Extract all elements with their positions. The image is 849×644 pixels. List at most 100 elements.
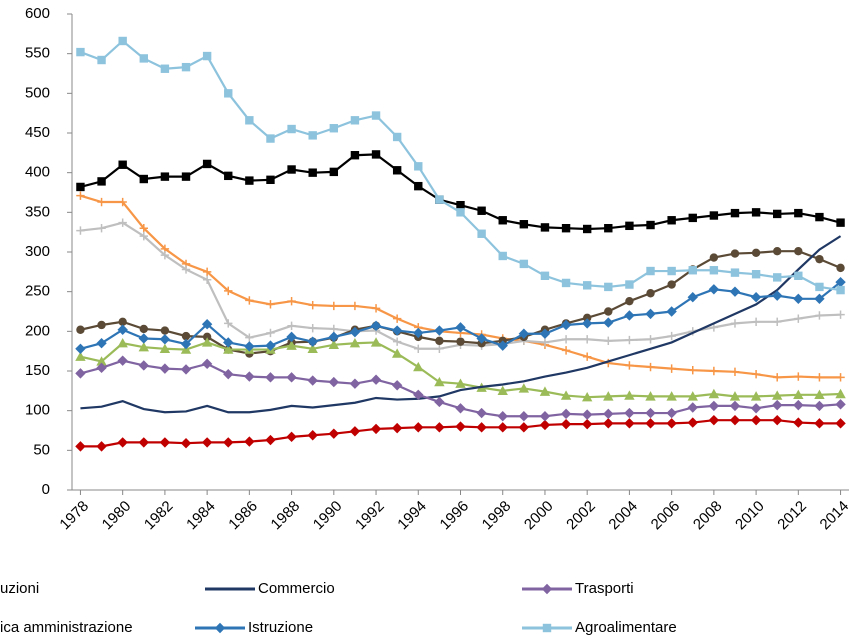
marker xyxy=(645,418,656,429)
marker xyxy=(624,407,635,419)
marker xyxy=(814,418,825,429)
marker xyxy=(201,358,213,370)
marker xyxy=(836,263,845,273)
marker xyxy=(76,325,85,334)
marker xyxy=(815,282,824,292)
marker xyxy=(392,337,402,346)
marker xyxy=(604,336,613,346)
marker xyxy=(625,296,634,306)
marker xyxy=(349,378,361,389)
marker xyxy=(307,375,318,386)
marker xyxy=(266,328,275,338)
marker xyxy=(455,322,466,333)
marker xyxy=(687,402,698,413)
marker xyxy=(604,224,613,233)
marker xyxy=(772,390,783,400)
marker xyxy=(518,383,530,393)
marker xyxy=(202,332,212,342)
marker xyxy=(476,333,487,344)
marker xyxy=(455,378,466,388)
y-tick-label: 300 xyxy=(25,243,50,260)
x-tick-label: 1998 xyxy=(479,498,515,534)
marker xyxy=(180,437,192,449)
marker xyxy=(624,390,635,400)
x-tick-label: 2004 xyxy=(605,498,641,534)
marker xyxy=(751,270,761,279)
marker xyxy=(75,351,86,361)
marker xyxy=(223,368,234,380)
marker xyxy=(456,208,465,217)
marker xyxy=(329,124,339,133)
marker xyxy=(603,418,614,429)
marker xyxy=(160,250,170,260)
x-tick-label: 1986 xyxy=(225,498,261,534)
marker xyxy=(645,391,656,401)
marker xyxy=(836,310,845,319)
marker xyxy=(497,411,508,422)
marker xyxy=(139,224,148,233)
marker xyxy=(750,403,762,414)
marker xyxy=(434,396,445,408)
marker xyxy=(117,338,128,348)
y-tick-label: 0 xyxy=(42,481,50,498)
marker xyxy=(730,367,740,376)
marker xyxy=(139,324,148,334)
marker xyxy=(350,151,360,160)
marker xyxy=(371,304,381,313)
marker xyxy=(476,407,487,419)
marker xyxy=(392,166,402,175)
marker xyxy=(96,356,107,366)
marker xyxy=(476,422,487,433)
marker xyxy=(456,337,465,346)
marker xyxy=(138,342,149,352)
marker xyxy=(202,51,212,61)
marker xyxy=(138,360,149,371)
marker xyxy=(286,340,297,350)
marker xyxy=(603,408,614,420)
x-tick-label: 2006 xyxy=(648,498,684,534)
marker xyxy=(687,417,698,428)
marker xyxy=(646,362,655,372)
marker xyxy=(76,226,85,235)
marker xyxy=(160,172,170,181)
marker xyxy=(349,338,361,348)
marker xyxy=(139,54,148,63)
marker xyxy=(539,411,551,422)
marker xyxy=(138,437,149,448)
marker xyxy=(773,247,782,256)
marker xyxy=(751,317,761,327)
marker xyxy=(772,290,783,301)
marker xyxy=(456,200,465,210)
marker xyxy=(497,385,508,396)
marker xyxy=(307,343,318,353)
marker xyxy=(667,280,676,289)
marker xyxy=(688,366,697,375)
marker xyxy=(815,373,824,382)
marker xyxy=(646,220,655,230)
x-tick-label: 1990 xyxy=(310,498,346,534)
marker xyxy=(561,278,571,288)
marker xyxy=(624,418,635,429)
marker xyxy=(582,224,592,234)
marker xyxy=(413,361,424,372)
marker xyxy=(159,363,171,374)
marker xyxy=(202,267,212,277)
x-tick-label: 2014 xyxy=(817,498,849,534)
marker xyxy=(414,162,423,171)
marker xyxy=(835,388,846,399)
marker xyxy=(518,411,530,422)
x-tick-label: 1996 xyxy=(437,498,473,534)
marker xyxy=(667,216,676,225)
x-tick-label: 1984 xyxy=(183,498,219,534)
marker xyxy=(308,300,317,310)
marker xyxy=(97,320,106,330)
x-tick-label: 1980 xyxy=(99,498,135,534)
marker xyxy=(794,271,803,280)
marker xyxy=(539,328,551,339)
y-tick-label: 200 xyxy=(25,322,50,339)
marker xyxy=(76,191,85,200)
marker xyxy=(434,325,445,336)
marker xyxy=(794,208,803,218)
marker xyxy=(435,344,444,353)
marker xyxy=(708,388,720,399)
